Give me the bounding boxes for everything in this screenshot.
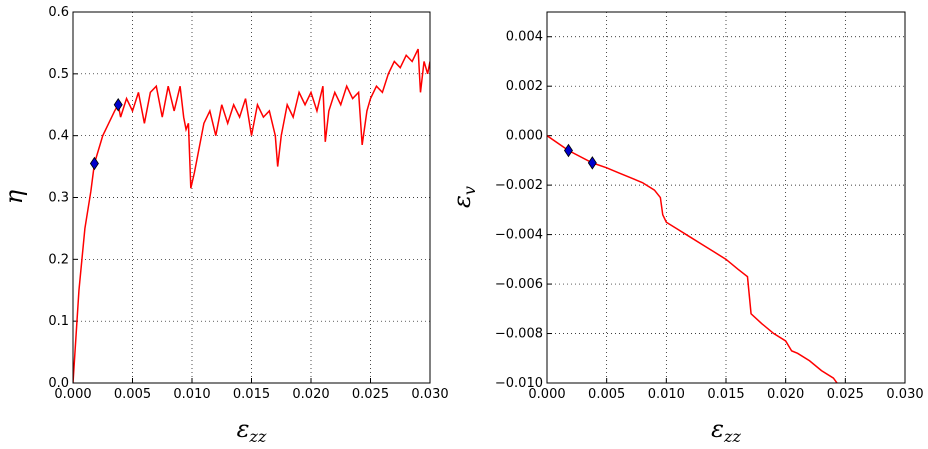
- label-sub: v: [460, 186, 479, 195]
- x-tick-label: 0.000: [54, 387, 91, 402]
- y-tick-label: 0.000: [506, 129, 543, 144]
- y-tick-label: 0.3: [48, 191, 69, 206]
- x-tick-label: 0.005: [588, 387, 625, 402]
- marker: [587, 156, 597, 170]
- data-line: [547, 135, 838, 383]
- marker: [113, 98, 123, 112]
- y-tick-label: −0.004: [495, 228, 543, 243]
- x-tick-label: 0.010: [648, 387, 685, 402]
- y-tick-label: −0.008: [495, 327, 543, 342]
- x-tick-label: 0.015: [233, 387, 270, 402]
- x-tick-label: 0.025: [352, 387, 389, 402]
- x-tick-label: 0.015: [707, 387, 744, 402]
- y-tick-label: 0.002: [506, 79, 543, 94]
- x-tick-label: 0.010: [173, 387, 210, 402]
- x-axis-label: εzz: [237, 415, 267, 445]
- y-tick-label: 0.6: [48, 5, 69, 20]
- label-sub: zz: [249, 427, 267, 445]
- y-tick-label: 0.0: [48, 376, 69, 391]
- data-line: [73, 48, 430, 383]
- y-tick-label: 0.4: [48, 129, 69, 144]
- x-tick-label: 0.025: [827, 387, 864, 402]
- axes-frame: [72, 11, 431, 384]
- x-tick-label: 0.005: [114, 387, 151, 402]
- y-tick-label: 0.5: [48, 67, 69, 82]
- marker: [89, 156, 99, 171]
- x-tick-label: 0.000: [528, 387, 565, 402]
- label-main: ε: [237, 415, 250, 443]
- label-main: ε: [448, 195, 476, 208]
- marker: [563, 143, 573, 158]
- y-tick-label: 0.2: [48, 252, 69, 267]
- y-tick-label: −0.002: [495, 178, 543, 193]
- y-tick-label: −0.006: [495, 277, 543, 292]
- y-tick-label: −0.010: [495, 376, 543, 391]
- label-sub: zz: [723, 427, 741, 445]
- x-tick-label: 0.030: [411, 387, 448, 402]
- x-tick-label: 0.030: [886, 387, 923, 402]
- axes-frame: [546, 11, 906, 384]
- y-axis-label: η: [0, 189, 28, 204]
- y-tick-label: 0.1: [48, 314, 69, 329]
- x-tick-label: 0.020: [767, 387, 804, 402]
- x-axis-label: εzz: [711, 415, 741, 445]
- x-tick-label: 0.020: [292, 387, 329, 402]
- y-tick-label: 0.004: [506, 30, 543, 45]
- label-main: ε: [711, 415, 724, 443]
- y-axis-label: εv: [448, 186, 479, 208]
